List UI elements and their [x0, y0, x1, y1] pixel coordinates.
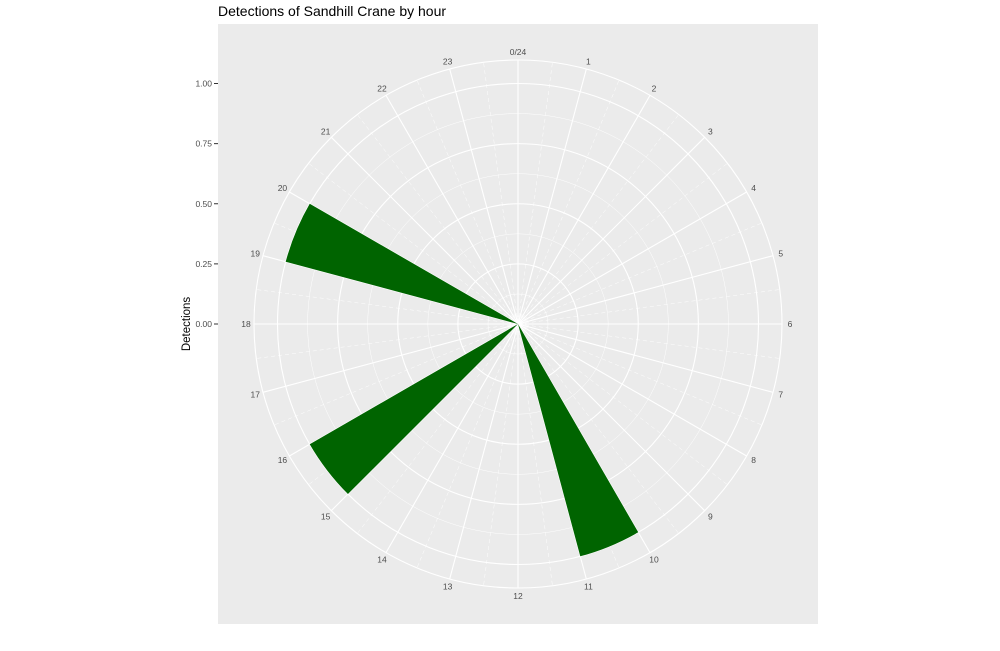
hour-label: 18 [241, 319, 251, 329]
major-radial-gridline [385, 95, 519, 325]
y-tick-label: 0.75 [195, 139, 212, 149]
major-radial-gridline [517, 136, 706, 325]
hour-label: 15 [321, 511, 331, 521]
chart-title: Detections of Sandhill Crane by hour [218, 3, 446, 19]
hour-label: 0/24 [510, 47, 527, 57]
hour-label: 16 [278, 455, 288, 465]
major-radial-gridline [517, 255, 774, 325]
hour-label: 22 [377, 83, 387, 93]
y-tick-label: 0.00 [195, 319, 212, 329]
major-radial-gridline [330, 136, 519, 325]
minor-radial-gridline [517, 222, 762, 325]
minor-radial-gridline [357, 114, 519, 325]
minor-radial-gridline [256, 323, 519, 359]
minor-radial-gridline [483, 323, 519, 586]
major-radial-gridline [517, 323, 651, 553]
hour-label: 14 [377, 555, 387, 565]
minor-radial-gridline [517, 62, 553, 325]
minor-radial-gridline [256, 289, 519, 325]
hour-label: 12 [513, 591, 523, 601]
minor-radial-gridline [274, 323, 519, 426]
hour-label: 7 [778, 389, 783, 399]
y-tick-label: 1.00 [195, 79, 212, 89]
y-tick-label: 0.25 [195, 259, 212, 269]
hour-label: 8 [751, 455, 756, 465]
minor-radial-gridline [517, 323, 553, 586]
y-axis-title: Detections [181, 297, 193, 352]
major-radial-gridline [517, 323, 774, 393]
minor-radial-gridline [308, 163, 519, 325]
hour-label: 4 [751, 183, 756, 193]
major-radial-gridline [449, 323, 519, 580]
hour-label: 21 [321, 127, 331, 137]
minor-radial-gridline [357, 323, 519, 534]
hour-label: 23 [443, 56, 453, 66]
major-radial-gridline [517, 323, 706, 512]
minor-radial-gridline [416, 80, 519, 325]
minor-radial-gridline [517, 323, 780, 359]
major-radial-gridline [262, 323, 519, 393]
hour-label: 20 [278, 183, 288, 193]
minor-radial-gridline [517, 323, 762, 426]
y-tick-label: 0.50 [195, 199, 212, 209]
hour-label: 3 [708, 127, 713, 137]
minor-radial-gridline [517, 323, 679, 534]
bars [285, 203, 639, 557]
y-axis: 0.00 0.25 0.50 0.75 1.00 [195, 79, 218, 329]
hour-label: 2 [652, 83, 657, 93]
hour-label: 1 [586, 56, 591, 66]
bar-hour-15.5 [309, 324, 518, 495]
major-radial-gridline [385, 323, 519, 553]
minor-radial-gridline [517, 289, 780, 325]
hour-label: 10 [649, 555, 659, 565]
major-radial-gridline [517, 191, 747, 325]
minor-radial-gridline [517, 114, 679, 325]
major-radial-gridline [449, 68, 519, 325]
hour-label: 13 [443, 582, 453, 592]
hour-label: 19 [251, 249, 261, 259]
minor-radial-gridline [416, 323, 519, 568]
hour-labels: 0/24123456789101112131415161718192021222… [241, 47, 792, 601]
hour-label: 9 [708, 511, 713, 521]
hour-label: 6 [788, 319, 793, 329]
hour-label: 5 [778, 249, 783, 259]
hour-label: 17 [251, 389, 261, 399]
hour-label: 11 [584, 582, 593, 592]
bar-hour-19.5 [285, 203, 518, 324]
major-radial-gridline [289, 191, 519, 325]
bar-hour-10.5 [518, 324, 639, 557]
major-radial-gridline [262, 255, 519, 325]
major-radial-gridline [517, 95, 651, 325]
major-radial-gridline [517, 68, 587, 325]
minor-radial-gridline [517, 323, 728, 485]
minor-radial-gridline [517, 163, 728, 325]
minor-radial-gridline [483, 62, 519, 325]
major-radial-gridline [517, 323, 747, 457]
minor-radial-gridline [517, 80, 620, 325]
